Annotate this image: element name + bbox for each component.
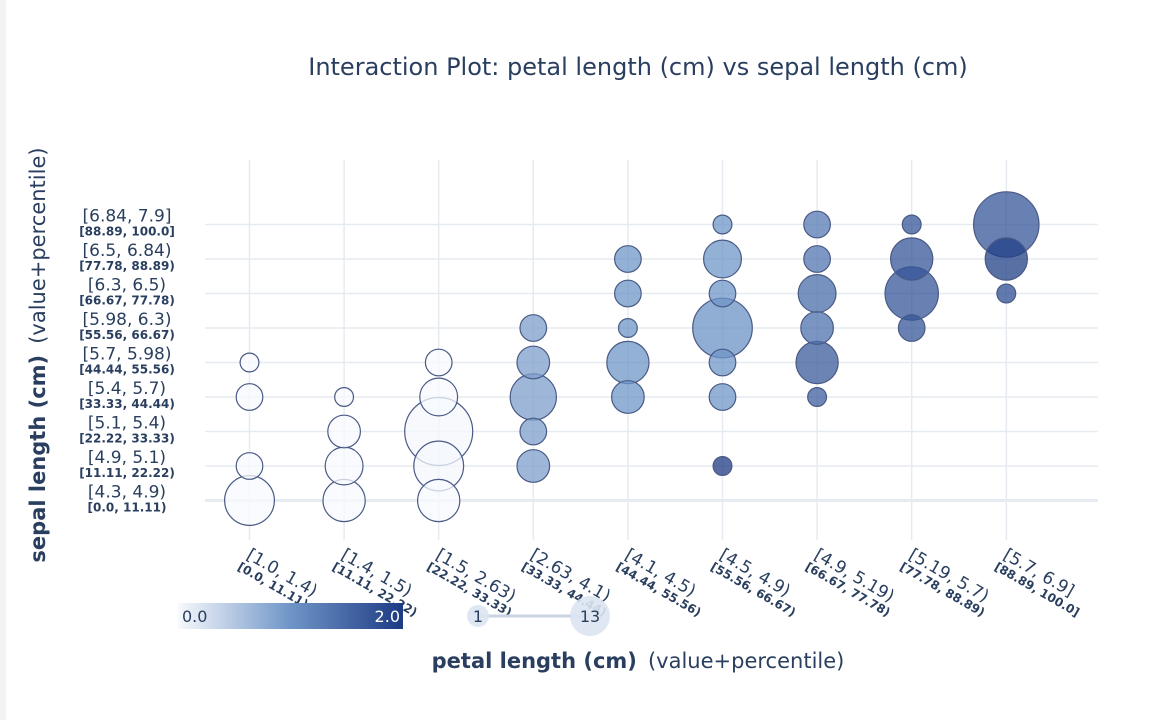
data-point-bubble	[795, 340, 839, 385]
size-legend-min-marker	[467, 605, 489, 627]
y-tick-percentile: [77.78, 88.89)	[79, 259, 175, 273]
data-point-bubble	[996, 283, 1017, 304]
y-axis-title-suffix: (value+percentile)	[26, 147, 50, 343]
data-point-bubble	[424, 348, 453, 377]
x-axis-title-suffix: (value+percentile)	[648, 649, 844, 673]
y-tick-label: [4.3, 4.9)	[88, 483, 166, 503]
size-legend: 1 13	[467, 596, 610, 636]
y-tick-label: [5.98, 6.3)	[83, 310, 172, 330]
y-tick-percentile: [44.44, 55.56)	[79, 363, 175, 377]
data-point-bubble	[803, 245, 831, 273]
data-point-bubble	[890, 237, 934, 281]
y-tick-percentile: [55.56, 66.67)	[79, 328, 175, 342]
data-point-bubble	[901, 214, 922, 235]
data-point-bubble	[519, 314, 548, 342]
data-point-bubble	[509, 373, 557, 421]
data-point-bubble	[322, 478, 366, 523]
data-point-bubble	[807, 387, 828, 408]
data-point-bubble	[797, 274, 837, 314]
data-point-bubble	[419, 377, 459, 417]
y-tick-label: [5.1, 5.4)	[88, 414, 166, 434]
y-tick-label: [6.84, 7.9]	[83, 207, 172, 227]
y-axis-ticks: [4.3, 4.9)[0.0, 11.11) [4.9, 5.1)[11.11, …	[79, 207, 175, 515]
data-point-bubble	[235, 452, 264, 480]
data-point-bubble	[708, 279, 737, 308]
data-point-bubble	[712, 456, 733, 477]
size-legend-min-label: 1	[473, 607, 483, 626]
data-point-bubble	[327, 414, 362, 449]
data-point-bubble	[239, 352, 260, 373]
data-point-bubble	[614, 245, 642, 273]
data-point-bubble	[606, 340, 650, 385]
y-tick-percentile: [88.89, 100.0]	[79, 225, 175, 239]
y-tick-label: [4.9, 5.1)	[88, 448, 166, 468]
color-legend: 0.0 2.0	[178, 603, 403, 629]
data-point-bubble	[984, 237, 1029, 281]
y-tick-percentile: [33.33, 44.44)	[79, 397, 175, 411]
data-point-bubble	[611, 380, 645, 414]
y-tick-label: [6.3, 6.5)	[88, 276, 166, 296]
data-point-bubble	[708, 348, 737, 377]
y-tick-percentile: [0.0, 11.11)	[88, 501, 167, 515]
size-legend-max-marker	[570, 596, 610, 636]
x-tick: [1.0, 1.4)[0.0, 11.11)	[235, 545, 320, 611]
x-axis-title: petal length (cm) (value+percentile)	[432, 649, 845, 673]
x-axis-title-name: petal length (cm)	[432, 649, 637, 673]
data-point-bubble	[702, 239, 742, 279]
y-axis-title: sepal length (cm) (value+percentile)	[26, 147, 50, 562]
data-point-bubble	[224, 475, 276, 527]
y-tick-label: [6.5, 6.84)	[83, 241, 172, 261]
data-point-bubble	[897, 314, 926, 342]
left-frame-border	[0, 0, 6, 720]
data-point-bubble	[708, 383, 737, 411]
data-point-bubble	[803, 210, 831, 239]
data-points	[224, 191, 1040, 527]
data-point-bubble	[614, 279, 642, 308]
data-point-bubble	[712, 214, 733, 235]
x-tick: [5.7, 6.9][88.89, 100.0]	[992, 545, 1082, 620]
data-point-bubble	[417, 478, 461, 523]
data-point-bubble	[324, 446, 364, 486]
y-axis-title-name: sepal length (cm)	[26, 355, 50, 563]
y-tick-label: [5.7, 5.98)	[83, 345, 172, 365]
colorbar-gradient	[178, 603, 403, 629]
x-tick: [4.1, 4.5)[44.44, 55.56)	[614, 545, 704, 620]
data-point-bubble	[334, 387, 355, 408]
colorbar-max-label: 2.0	[375, 607, 400, 626]
colorbar-min-label: 0.0	[182, 607, 207, 626]
x-tick: [4.5, 4.9)[55.56, 66.67)	[708, 545, 798, 620]
y-tick-percentile: [11.11, 22.22)	[79, 466, 175, 480]
data-point-bubble	[519, 417, 548, 446]
data-point-bubble	[235, 383, 264, 411]
data-point-bubble	[516, 345, 551, 380]
y-tick-percentile: [66.67, 77.78)	[79, 294, 175, 308]
data-point-bubble	[800, 311, 834, 345]
data-point-bubble	[617, 318, 638, 339]
data-point-bubble	[516, 449, 551, 483]
chart-title: Interaction Plot: petal length (cm) vs s…	[308, 53, 968, 81]
x-tick: [5.19, 5.7)[77.78, 88.89)	[897, 545, 992, 620]
x-tick: [4.9, 5.19)[66.67, 77.78)	[803, 545, 898, 620]
y-tick-percentile: [22.22, 33.33)	[79, 432, 175, 446]
size-legend-max-label: 13	[580, 607, 600, 626]
y-tick-label: [5.4, 5.7)	[88, 379, 166, 399]
